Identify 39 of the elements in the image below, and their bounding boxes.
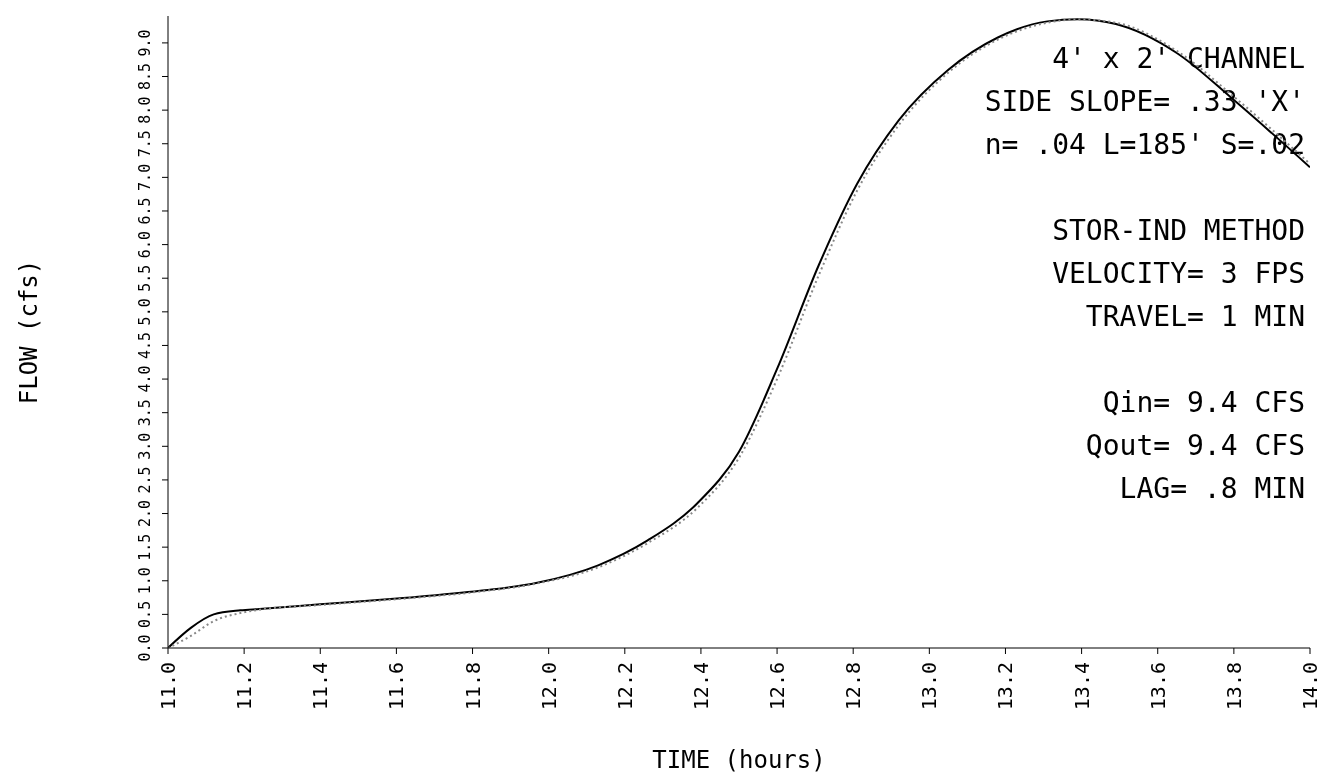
- y-tick-label: 9.0: [136, 29, 154, 57]
- y-tick-label: 3.5: [136, 399, 154, 427]
- x-tick-label: 13.4: [1069, 662, 1094, 711]
- y-tick-label: 3.0: [136, 432, 154, 460]
- y-tick-label: 6.0: [136, 231, 154, 259]
- annotation: STOR-IND METHOD VELOCITY= 3 FPS TRAVEL= 1 MIN: [1052, 214, 1305, 333]
- y-tick-label: 2.0: [136, 499, 154, 528]
- x-tick-label: 12.8: [841, 662, 866, 711]
- y-tick-label: 5.0: [136, 298, 154, 326]
- x-tick-label: 11.2: [232, 662, 257, 711]
- y-axis-title: FLOW (cfs): [14, 259, 43, 405]
- x-tick-label: 12.2: [612, 662, 637, 711]
- y-tick-label: 7.5: [136, 130, 154, 158]
- x-tick-label: 13.0: [917, 662, 942, 711]
- x-tick-label: 12.4: [688, 662, 713, 711]
- x-tick-label: 11.0: [156, 662, 180, 711]
- annotation: Qin= 9.4 CFS Qout= 9.4 CFS LAG= .8 MIN: [1085, 386, 1305, 505]
- x-tick-label: 13.2: [993, 662, 1018, 711]
- y-tick-label: 8.5: [136, 62, 154, 91]
- y-tick-label: 5.5: [136, 264, 154, 292]
- y-tick-label: 0.0: [136, 634, 154, 662]
- x-tick-label: 11.4: [308, 662, 333, 711]
- y-tick-label: 0.5: [136, 600, 154, 628]
- x-tick-label: 11.8: [460, 662, 485, 711]
- x-tick-label: 13.6: [1145, 662, 1170, 711]
- x-tick-label: 13.8: [1221, 662, 1246, 711]
- x-tick-label: 12.0: [536, 662, 561, 711]
- y-tick-label: 8.0: [136, 96, 154, 124]
- x-tick-label: 12.6: [765, 662, 790, 711]
- y-tick-label: 1.0: [136, 567, 154, 595]
- x-tick-label: 11.6: [384, 662, 409, 711]
- y-tick-label: 6.5: [136, 197, 154, 225]
- y-tick-label: 4.0: [136, 365, 154, 393]
- y-tick-label: 1.5: [136, 533, 154, 561]
- x-axis-title: TIME (hours): [652, 746, 826, 774]
- y-tick-label: 7.0: [136, 163, 154, 191]
- y-tick-label: 2.5: [136, 466, 154, 494]
- y-tick-label: 4.5: [136, 331, 154, 359]
- x-tick-label: 14.0: [1298, 662, 1322, 711]
